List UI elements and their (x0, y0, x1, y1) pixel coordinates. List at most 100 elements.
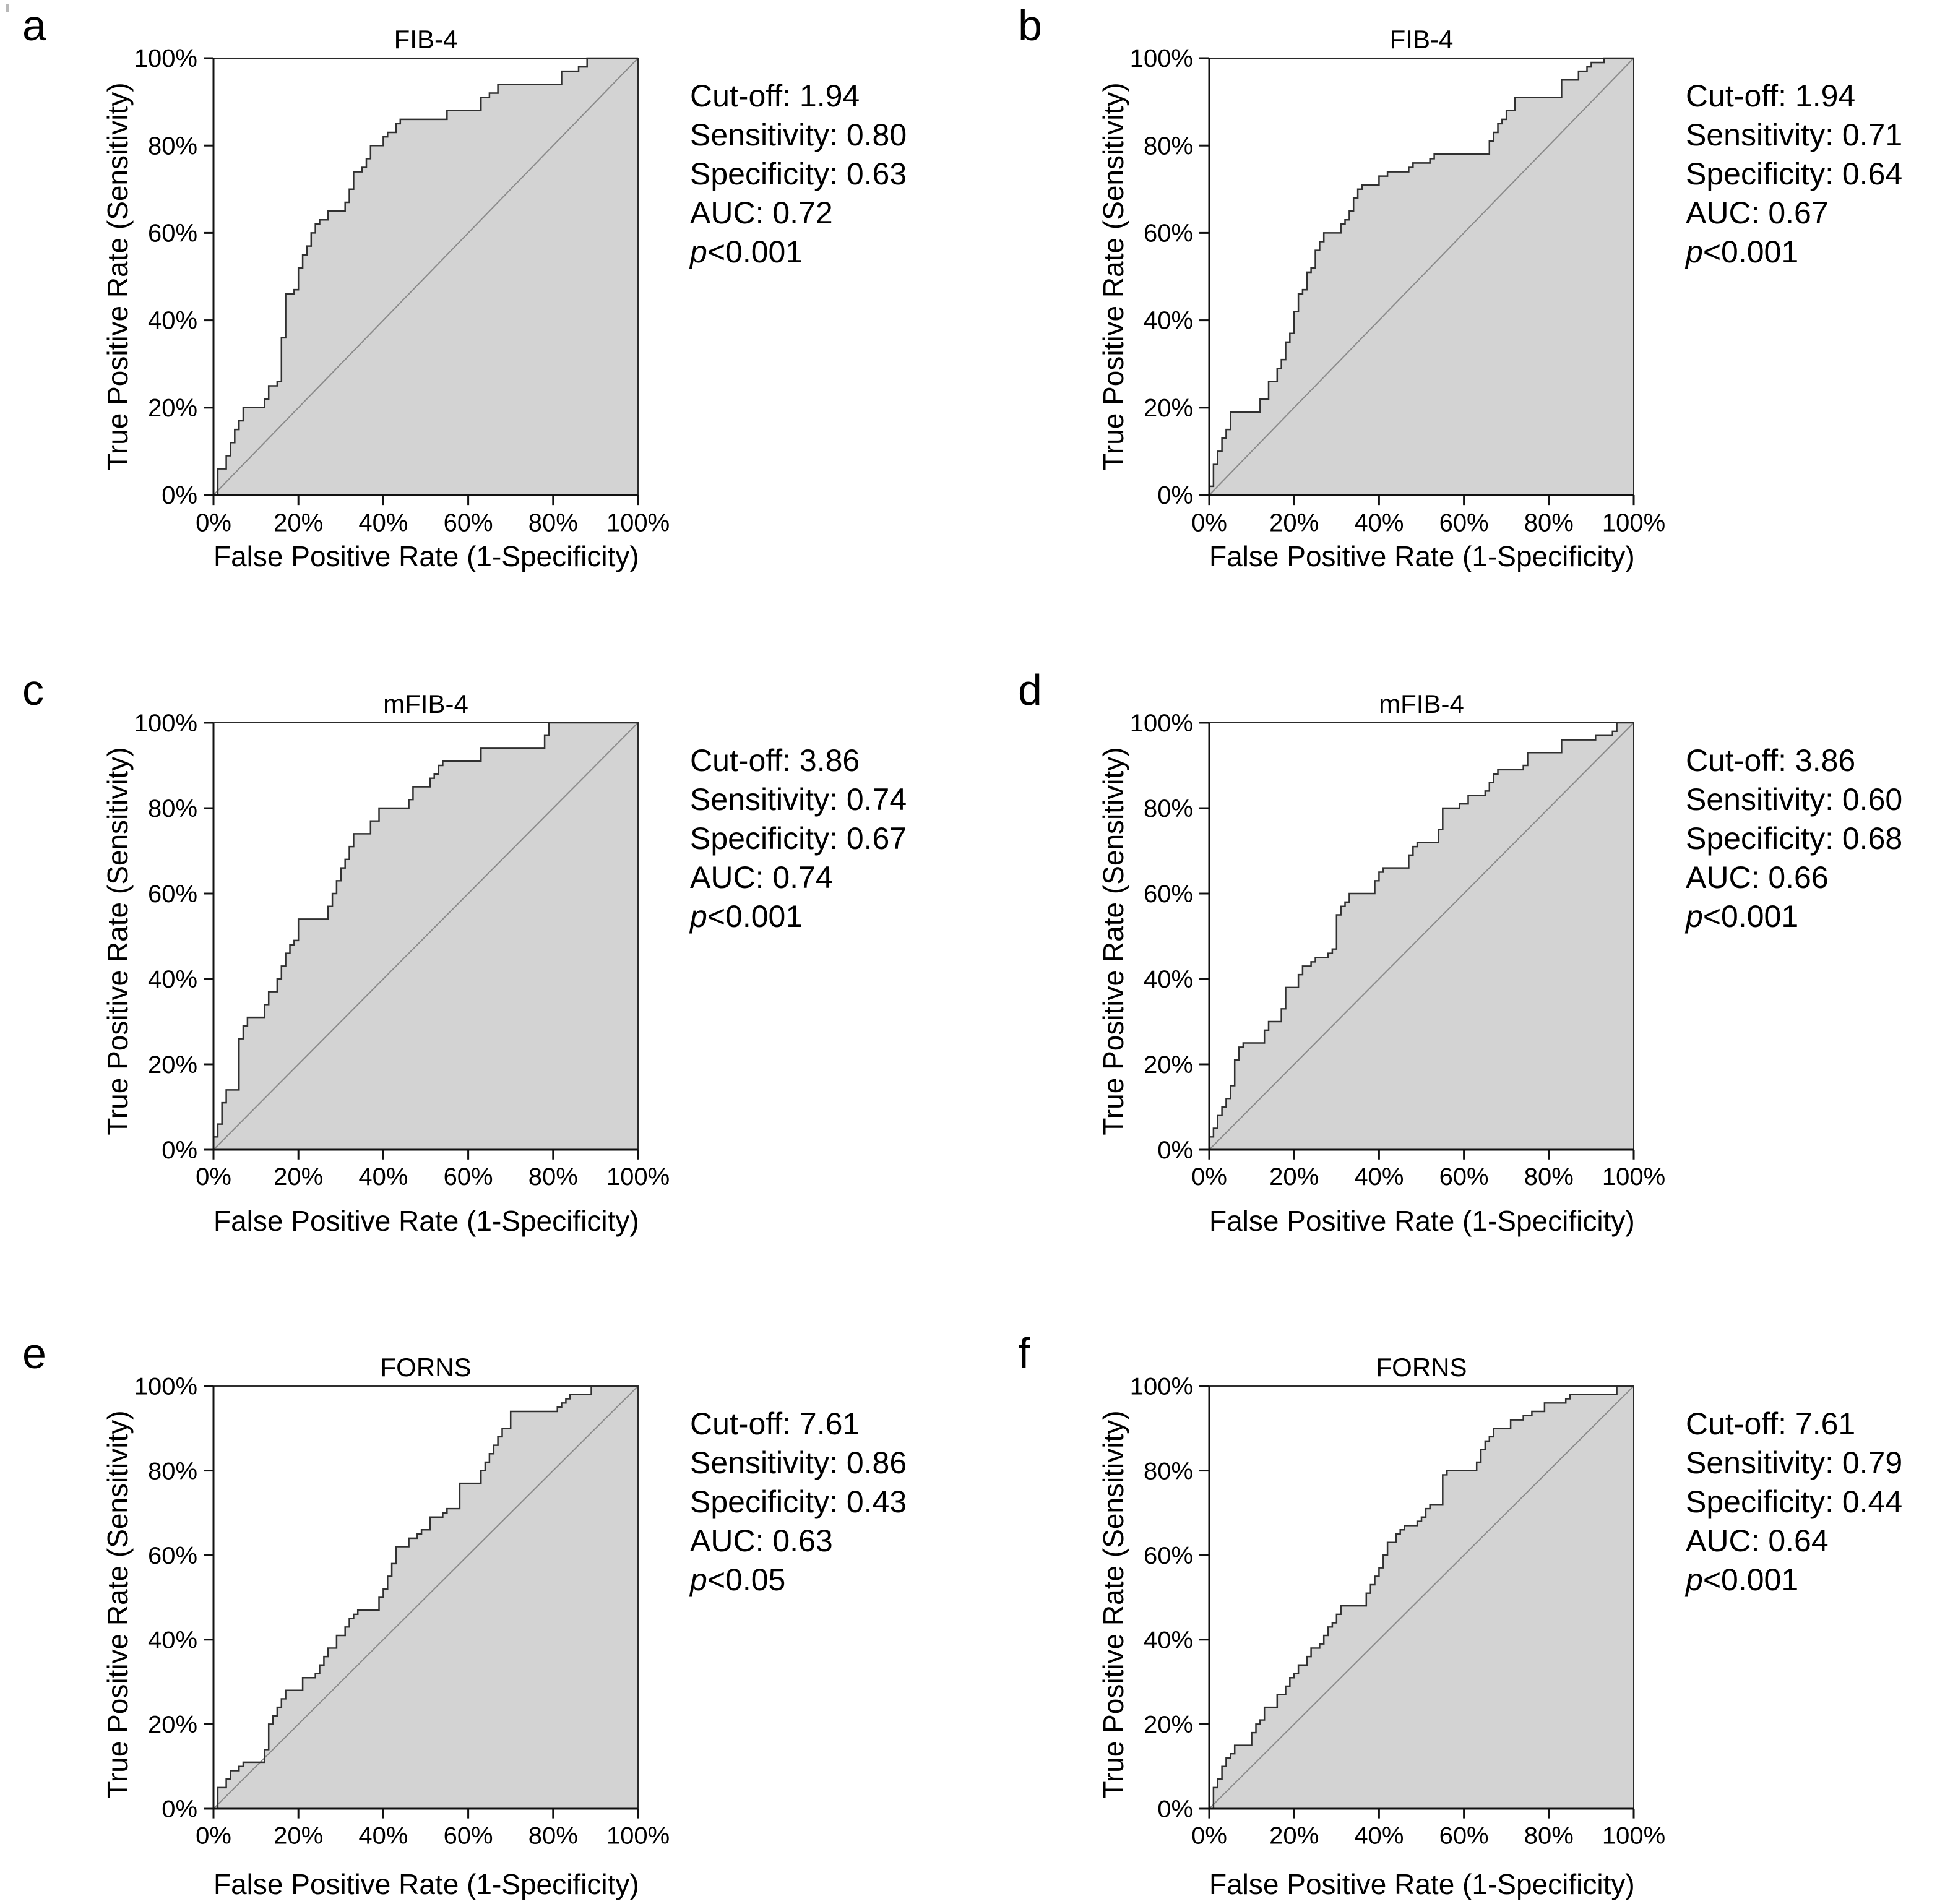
x-axis-title: False Positive Rate (1-Specificity) (213, 540, 639, 572)
stat-auc: AUC: 0.64 (1686, 1523, 1829, 1558)
stat-auc: AUC: 0.74 (690, 860, 833, 895)
stat-auc: AUC: 0.72 (690, 196, 833, 230)
y-tick-label: 100% (134, 1373, 197, 1400)
x-tick-label: 60% (1439, 509, 1489, 536)
panel-e: e FORNS True Positive Rate (Sensitivity)… (0, 1269, 979, 1904)
y-axis-title: True Positive Rate (Sensitivity) (1097, 82, 1129, 471)
y-tick-label: 80% (1144, 795, 1193, 822)
stat-cutoff: Cut-off: 1.94 (690, 79, 860, 113)
stats-block: Cut-off: 1.94 Sensitivity: 0.71 Specific… (1686, 77, 1902, 272)
y-tick-label: 60% (1144, 881, 1193, 908)
roc-chart: 0%0% 20% 20% 40% 40% 60% 60% 80% 80% 100% 100% (1130, 1373, 1665, 1849)
x-tick-label: 80% (1524, 1163, 1574, 1191)
y-axis-title: True Positive Rate (Sensitivity) (1097, 1410, 1129, 1799)
x-tick-label: 40% (358, 1822, 408, 1849)
chance-diagonal-line (213, 58, 639, 496)
roc-curve (213, 57, 638, 496)
x-axis-title: False Positive Rate (1-Specificity) (1209, 1205, 1635, 1237)
x-tick-label: 40% (1354, 509, 1404, 536)
x-tick-label: 0% (1191, 1822, 1227, 1849)
y-tick-label: 40% (1144, 966, 1193, 993)
stat-specificity: Specificity: 0.43 (690, 1484, 907, 1519)
x-tick-label: 20% (1269, 509, 1319, 536)
p-symbol: p (1686, 235, 1703, 269)
panel-letter: d (1018, 666, 1042, 714)
x-tick-label: 40% (358, 1163, 408, 1191)
y-tick-label: 0% (1157, 481, 1193, 509)
x-tick-label: 60% (444, 1163, 493, 1191)
x-tick-label: 0% (1191, 1163, 1227, 1191)
y-tick-label: 80% (1144, 132, 1193, 160)
x-axis-title: False Positive Rate (1-Specificity) (1209, 540, 1635, 572)
stat-sensitivity: Sensitivity: 0.79 (1686, 1445, 1903, 1480)
p-symbol: p (690, 899, 707, 934)
y-tick-label: 40% (148, 966, 197, 993)
chance-diagonal-line (213, 1385, 639, 1809)
x-tick-label: 80% (1524, 509, 1574, 536)
y-tick-label: 100% (1130, 45, 1193, 72)
roc-chart: 0%0% 20% 20% 40% 40% 60% 60% 80% 80% 100% 100% (1130, 710, 1665, 1191)
y-tick-label: 20% (1144, 1051, 1193, 1079)
stat-sensitivity: Sensitivity: 0.86 (690, 1445, 907, 1480)
stat-specificity: Specificity: 0.64 (1686, 157, 1903, 191)
panel-letter: b (1018, 1, 1042, 50)
y-tick-label: 0% (162, 481, 197, 509)
y-tick-label: 20% (1144, 394, 1193, 422)
panel-f: f FORNS True Positive Rate (Sensitivity)… (979, 1269, 1958, 1904)
chart-title: FIB-4 (1389, 25, 1454, 54)
x-axis-title: False Positive Rate (1-Specificity) (213, 1205, 639, 1237)
y-tick-label: 0% (1157, 1796, 1193, 1822)
y-axis-title: True Positive Rate (Sensitivity) (1097, 747, 1129, 1135)
x-tick-label: 100% (606, 1163, 670, 1191)
chart-title: FORNS (380, 1353, 472, 1382)
p-value: <0.001 (707, 899, 803, 934)
x-tick-label: 40% (358, 509, 408, 536)
stat-auc: AUC: 0.66 (1686, 860, 1829, 895)
panel-letter: e (22, 1329, 46, 1377)
roc-curve (1208, 57, 1634, 496)
stat-sensitivity: Sensitivity: 0.60 (1686, 782, 1903, 817)
p-value: <0.05 (707, 1562, 786, 1597)
x-tick-label: 80% (1524, 1822, 1574, 1849)
x-tick-label: 80% (528, 1822, 578, 1849)
stat-auc: AUC: 0.63 (690, 1523, 833, 1558)
roc-curve (1209, 1385, 1634, 1810)
roc-chart: 0%0% 20% 20% 40% 40% 60% 60% 80% 80% 100% 100% (134, 710, 670, 1191)
x-tick-label: 20% (274, 1822, 323, 1849)
stat-cutoff: Cut-off: 3.86 (1686, 743, 1856, 778)
x-tick-label: 20% (274, 1163, 323, 1191)
y-tick-label: 100% (1130, 710, 1193, 737)
stats-block: Cut-off: 3.86 Sensitivity: 0.60 Specific… (1686, 741, 1902, 936)
y-tick-label: 40% (1144, 307, 1193, 335)
x-axis-title: False Positive Rate (1-Specificity) (1209, 1868, 1635, 1900)
stats-block: Cut-off: 3.86 Sensitivity: 0.74 Specific… (690, 741, 907, 936)
p-symbol: p (1686, 1562, 1703, 1597)
y-tick-label: 20% (1144, 1711, 1193, 1738)
y-tick-label: 0% (162, 1137, 197, 1164)
stat-specificity: Specificity: 0.68 (1686, 821, 1903, 856)
chart-title: mFIB-4 (383, 689, 468, 718)
stat-pvalue: p<0.001 (1686, 233, 1902, 272)
roc-curve (212, 722, 638, 1150)
y-tick-label: 60% (148, 1542, 197, 1569)
stat-cutoff: Cut-off: 1.94 (1686, 79, 1856, 113)
x-tick-label: 40% (1354, 1163, 1404, 1191)
stray-mark (6, 4, 9, 12)
x-tick-label: 100% (1602, 509, 1665, 536)
x-tick-label: 60% (444, 1822, 493, 1849)
panel-letter: c (22, 666, 44, 714)
chart-title: FIB-4 (394, 25, 458, 54)
y-tick-label: 80% (1144, 1458, 1193, 1484)
roc-chart: 0%0% 20% 20% 40% 40% 60% 60% 80% 80% 100% 100% (134, 45, 670, 537)
stat-specificity: Specificity: 0.63 (690, 157, 907, 191)
y-tick-label: 100% (134, 45, 197, 72)
stat-sensitivity: Sensitivity: 0.71 (1686, 118, 1903, 152)
x-tick-label: 20% (1269, 1163, 1319, 1191)
stat-specificity: Specificity: 0.67 (690, 821, 907, 856)
stat-cutoff: Cut-off: 7.61 (1686, 1406, 1856, 1441)
panel-c: c mFIB-4 True Positive Rate (Sensitivity… (0, 634, 979, 1269)
x-tick-label: 60% (444, 509, 493, 536)
y-tick-label: 80% (148, 1458, 197, 1484)
stats-block: Cut-off: 1.94 Sensitivity: 0.80 Specific… (690, 77, 907, 272)
x-tick-label: 60% (1439, 1822, 1489, 1849)
